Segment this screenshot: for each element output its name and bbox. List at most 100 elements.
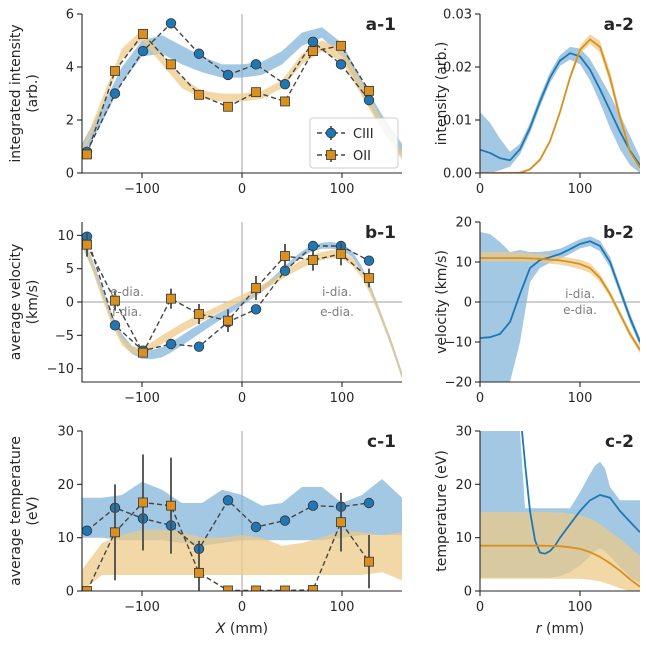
- x-tick-label: 0: [238, 391, 246, 406]
- series-oii: [480, 257, 640, 351]
- data-point: [307, 36, 319, 48]
- legend: CIII OII: [309, 117, 399, 169]
- data-point: [166, 59, 176, 70]
- data-point: [82, 239, 92, 250]
- annotation: i-dia.: [112, 305, 142, 319]
- panel-b-2: i-dia. e-dia. 0 100 −20 −10 0 10 20 b-2 velocity (…: [434, 216, 640, 406]
- data-point: [308, 46, 318, 56]
- annotation: e-dia.: [110, 285, 144, 299]
- x-tick-label: 100: [330, 182, 355, 197]
- annotation: e-dia.: [320, 305, 354, 319]
- series-ciii: [521, 431, 640, 555]
- data-point: [364, 556, 374, 567]
- series-line: [480, 52, 640, 166]
- y-tick-label: 2: [66, 114, 74, 129]
- data-point: [222, 495, 234, 506]
- y-axis-label: integrated intensity(arb.): [8, 24, 41, 162]
- series-line: [521, 431, 640, 555]
- series-oii: [480, 544, 640, 588]
- x-tick-label: 100: [330, 391, 355, 406]
- data-point: [194, 89, 204, 100]
- x-tick-label: −100: [124, 391, 160, 406]
- x-tick-label: 0: [476, 391, 484, 406]
- data-point: [336, 517, 346, 528]
- panel-title: a-1: [366, 15, 396, 35]
- data-point: [335, 59, 347, 70]
- panel-title: b-2: [603, 223, 634, 243]
- data-point: [109, 320, 121, 331]
- data-point: [194, 567, 204, 578]
- y-tick-label: 20: [455, 478, 472, 493]
- data-point: [138, 347, 148, 358]
- series-ciii: [480, 52, 640, 166]
- annotation: e-dia.: [563, 303, 597, 317]
- y-tick-label: 0: [464, 585, 472, 600]
- x-tick-label: 100: [568, 391, 593, 406]
- y-tick-label: −20: [445, 376, 472, 391]
- y-tick-label: 20: [57, 478, 74, 493]
- y-tick-label: 5: [66, 262, 74, 277]
- y-axis-label: temperature (eV): [434, 450, 450, 572]
- data-point: [250, 304, 262, 315]
- y-tick-label: 0: [66, 585, 74, 600]
- panel-title: c-2: [605, 432, 634, 452]
- x-axis-label: X (mm): [215, 621, 268, 637]
- plot-area: [82, 14, 402, 173]
- panel-title: c-1: [367, 432, 396, 452]
- data-point: [363, 255, 375, 266]
- band-oii: [82, 29, 402, 160]
- legend-label: CIII: [353, 127, 374, 142]
- series-oii: [82, 232, 374, 358]
- x-tick-label: 0: [238, 182, 246, 197]
- plot-area: [82, 222, 402, 382]
- band-ciii: [82, 479, 402, 546]
- x-tick-label: −100: [124, 600, 160, 615]
- legend-marker: [326, 150, 336, 160]
- data-point: [223, 315, 233, 326]
- x-tick-label: −100: [124, 182, 160, 197]
- data-point: [110, 527, 120, 538]
- panel-b-1: e-dia. i-dia. i-dia. e-dia. −100 0 100 −10 −5 0 5 1…: [8, 222, 402, 406]
- plot-area: [480, 232, 640, 382]
- y-axis-label: velocity (km/s): [434, 250, 450, 354]
- x-axis-label: r (mm): [536, 621, 584, 637]
- series-line: [480, 240, 640, 343]
- data-point: [251, 87, 261, 98]
- data-point: [193, 341, 205, 352]
- x-tick-label: 0: [238, 600, 246, 615]
- data-point: [308, 585, 318, 591]
- data-point: [109, 88, 121, 99]
- data-point: [165, 18, 177, 29]
- data-point: [307, 500, 319, 511]
- data-point: [250, 59, 262, 70]
- y-tick-label: 20: [455, 216, 472, 231]
- band-oii: [82, 529, 402, 591]
- data-point: [250, 521, 262, 533]
- y-tick-label: 10: [57, 229, 74, 244]
- plot-area: [480, 431, 640, 591]
- x-tick-label: 100: [568, 600, 593, 615]
- data-point: [223, 101, 233, 112]
- data-point: [82, 149, 92, 160]
- annotation: i-dia.: [322, 285, 352, 299]
- panel-c-1: −100 0 100 0 10 20 30 c-1 average temperature(eV…: [8, 425, 402, 637]
- data-point: [166, 500, 176, 511]
- data-point: [137, 45, 149, 57]
- y-tick-label: 0.00: [443, 167, 472, 182]
- data-point: [308, 255, 318, 265]
- series-oii: [82, 28, 374, 160]
- data-point: [82, 525, 93, 536]
- y-tick-label: 6: [66, 8, 74, 23]
- series-ciii: [480, 240, 640, 343]
- data-point: [82, 586, 92, 591]
- y-tick-label: −10: [445, 336, 472, 351]
- series-ciii: [82, 495, 375, 555]
- x-tick-label: 0: [476, 600, 484, 615]
- data-point: [110, 66, 120, 76]
- y-tick-label: 0.02: [443, 61, 472, 76]
- plot-area: [480, 34, 640, 173]
- x-tick-label: 0: [476, 182, 484, 197]
- y-tick-label: −5: [55, 329, 74, 344]
- data-point: [138, 497, 148, 508]
- y-tick-label: 30: [455, 425, 472, 440]
